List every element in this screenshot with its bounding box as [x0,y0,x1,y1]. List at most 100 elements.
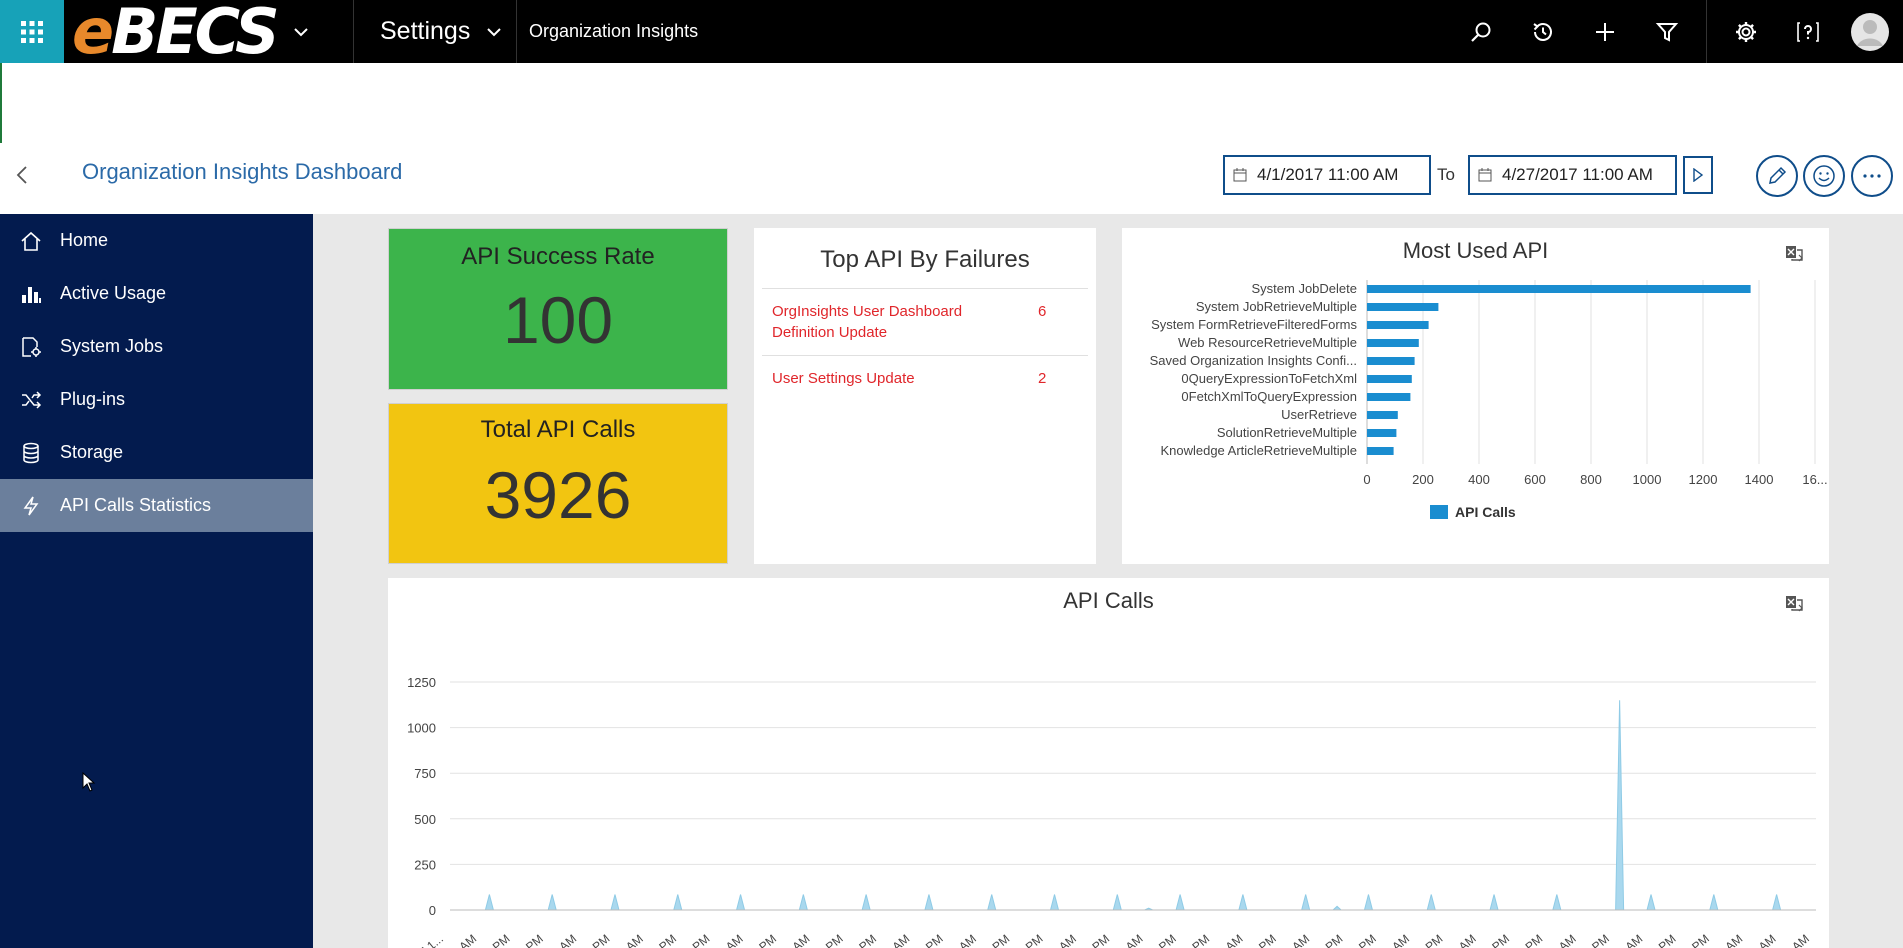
sidebar-item-label: Storage [60,442,124,462]
area-selector[interactable]: Settings [354,0,517,63]
avatar[interactable] [1839,0,1901,63]
list-item[interactable]: User Settings Update 2 [762,355,1088,401]
x-tick-label: 0 PM [815,932,845,948]
home-icon [18,228,44,254]
help-icon[interactable] [1777,0,1839,63]
gear-icon[interactable] [1715,0,1777,63]
filter-icon[interactable] [1636,0,1698,63]
x-tick-label: 0 PM [849,932,879,948]
api-calls-chart: 0250500750100012504/17 1...0 AM0 PM0 PM0… [404,675,1816,948]
x-tick-label: 0 AM [882,932,912,948]
play-icon [1693,168,1704,182]
sidebar-item-plug-ins[interactable]: Plug-ins [0,373,313,426]
y-tick-label: 500 [414,812,436,827]
x-tick-label: 16... [1802,472,1827,487]
x-tick-label: 0 AM [1615,932,1645,948]
category-label: 0QueryExpressionToFetchXml [1181,371,1357,386]
bar-chart-icon [18,281,44,307]
database-icon [18,440,44,466]
chart-title: Most Used API [1402,238,1549,263]
date-to-value: 4/27/2017 11:00 AM [1502,165,1653,184]
sidebar-item-home[interactable]: Home [0,214,313,267]
x-tick-label: 0 PM [1248,932,1278,948]
chevron-down-icon[interactable] [291,22,311,42]
back-arrow-icon[interactable] [12,164,34,186]
top-api-failures-panel: Top API By Failures OrgInsights User Das… [754,228,1096,564]
feedback-button[interactable] [1803,155,1845,197]
calendar-icon [1233,168,1247,182]
category-label: UserRetrieve [1281,407,1357,422]
api-calls-panel: API Calls 0250500750100012504/17 1...0 A… [388,578,1829,948]
sidebar: Home Active Usage System Jobs Plug-ins S… [0,214,313,948]
x-tick-label: 1000 [1633,472,1662,487]
failure-api-name: OrgInsights User Dashboard Definition Up… [772,303,963,341]
search-icon[interactable] [1450,0,1512,63]
api-success-rate-tile[interactable]: API Success Rate 100 [388,228,728,390]
category-label: System JobDelete [1252,281,1358,296]
x-tick-label: 0 AM [616,932,646,948]
list-item[interactable]: OrgInsights User Dashboard Definition Up… [762,288,1088,355]
y-tick-label: 250 [414,857,436,872]
app-launcher-icon[interactable] [0,0,64,63]
y-tick-label: 1000 [407,721,436,736]
edit-button[interactable] [1756,155,1798,197]
category-label: Web ResourceRetrieveMultiple [1178,335,1357,350]
kpi-value: 3926 [484,458,632,532]
x-tick-label: 0 PM [1582,932,1612,948]
x-tick-label: 0 AM [1116,932,1146,948]
apply-date-range-button[interactable] [1683,156,1713,194]
top-nav-bar: eBECS Settings Organization Insights [0,0,1903,63]
x-tick-label: 0 AM [1449,932,1479,948]
x-tick-label: 0 PM [515,932,545,948]
x-tick-label: 0 AM [1282,932,1312,948]
x-tick-label: 0 [1363,472,1370,487]
x-tick-label: 0 PM [915,932,945,948]
most-used-api-chart: 0 200 400 600 800 1000 1200 1400 16... System Job… [1150,280,1828,520]
date-to-field[interactable]: 4/27/2017 11:00 AM [1468,155,1677,195]
x-tick-label: 0 AM [1049,932,1079,948]
sidebar-item-active-usage[interactable]: Active Usage [0,267,313,320]
category-label: System JobRetrieveMultiple [1196,299,1357,314]
lightning-icon [18,493,44,519]
legend-label: API Calls [1455,504,1516,520]
x-tick-label: 200 [1412,472,1434,487]
x-tick-label: 0 PM [1515,932,1545,948]
area-label: Settings [380,17,471,45]
breadcrumb[interactable]: Organization Insights [529,21,699,41]
chevron-down-icon [487,27,502,36]
date-from-field[interactable]: 4/1/2017 11:00 AM [1223,155,1431,195]
x-tick-label: 0 PM [1682,932,1712,948]
x-tick-label: 0 AM [1749,932,1779,948]
add-icon[interactable] [1574,0,1636,63]
x-tick-label: 0 PM [1348,932,1378,948]
kpi-title: Total API Calls [480,416,636,443]
y-tick-label: 1250 [407,675,436,690]
sidebar-item-storage[interactable]: Storage [0,426,313,479]
sidebar-item-api-calls-statistics[interactable]: API Calls Statistics [0,479,313,532]
smiley-icon [1813,165,1835,187]
ellipsis-icon [1863,174,1881,178]
x-tick-label: 0 PM [1082,932,1112,948]
x-tick-label: 0 PM [1648,932,1678,948]
failure-api-name: User Settings Update [772,370,915,387]
total-api-calls-tile[interactable]: Total API Calls 3926 [388,403,728,564]
x-tick-label: 800 [1580,472,1602,487]
more-options-button[interactable] [1851,155,1893,197]
history-icon[interactable] [1512,0,1574,63]
legend-swatch [1430,505,1448,519]
panel-title: Top API By Failures [820,246,1030,273]
system-jobs-icon [18,334,44,360]
category-label: 0FetchXmlToQueryExpression [1181,389,1357,404]
bar [1367,321,1429,329]
bar [1367,357,1415,365]
logo-menu[interactable]: eBECS [64,0,354,63]
x-tick-label: 1400 [1745,472,1774,487]
sidebar-item-label: API Calls Statistics [60,495,212,515]
sidebar-item-system-jobs[interactable]: System Jobs [0,320,313,373]
export-excel-icon[interactable] [1784,592,1804,612]
category-label: SolutionRetrieveMultiple [1217,425,1357,440]
x-tick-label: 0 AM [1715,932,1745,948]
kpi-value: 100 [502,283,614,357]
export-excel-icon[interactable] [1784,242,1804,262]
bar [1367,393,1411,401]
